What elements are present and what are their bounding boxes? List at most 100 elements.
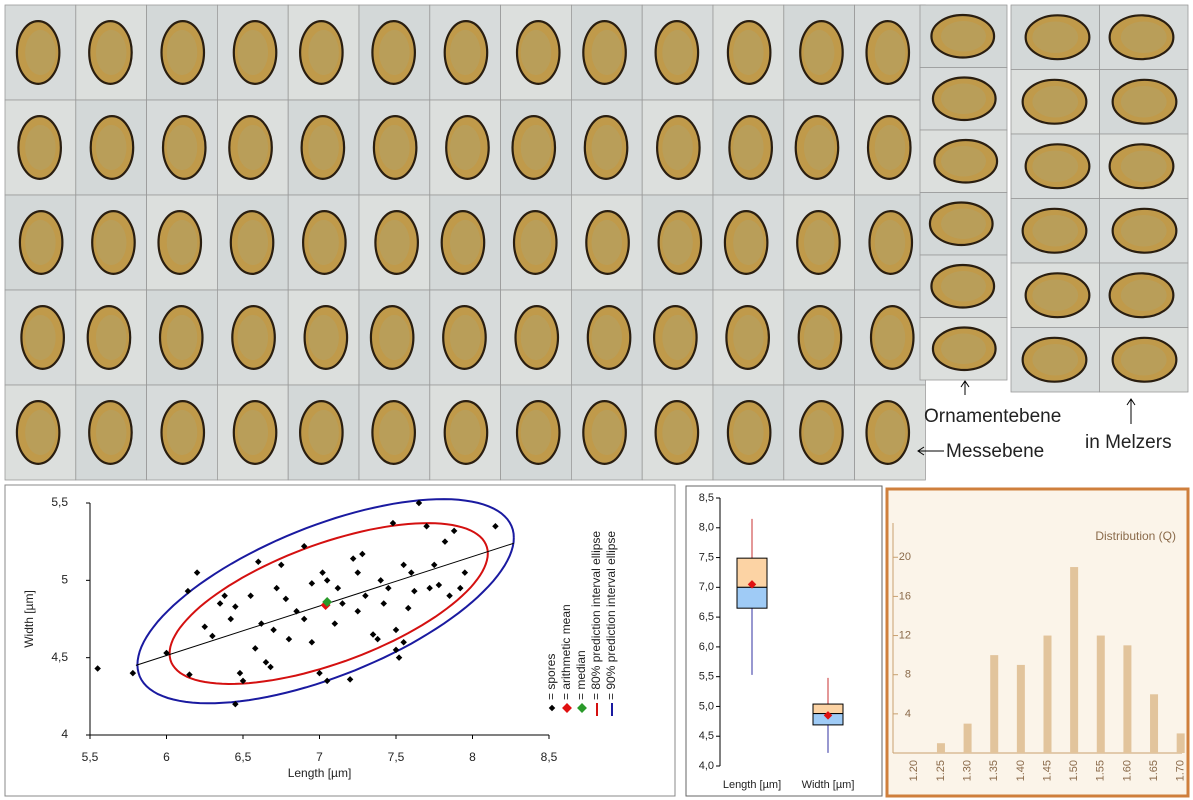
y-tick-label: 12 xyxy=(899,629,911,641)
spore-point xyxy=(435,581,443,589)
legend-label: = arithmetic mean xyxy=(559,604,573,700)
y-tick-label: 5,5 xyxy=(51,495,68,509)
x-tick-label: 6,5 xyxy=(235,750,252,764)
spore-inner xyxy=(874,219,906,266)
spore-inner xyxy=(237,124,269,171)
spore-point xyxy=(184,587,192,595)
x-tick-label: 1.35 xyxy=(988,760,1000,781)
spore-point xyxy=(163,649,170,657)
spore-point xyxy=(308,580,316,587)
spore-inner xyxy=(940,270,987,302)
spore-point xyxy=(267,663,274,671)
x-tick-label: 1.50 xyxy=(1068,760,1080,781)
spore-inner xyxy=(803,314,835,361)
spore-inner xyxy=(662,29,693,76)
spore-inner xyxy=(25,219,56,266)
spore-inner xyxy=(379,219,410,266)
bar xyxy=(1016,664,1025,753)
spore-inner xyxy=(940,145,987,177)
spore-inner xyxy=(803,124,835,171)
spore-inner xyxy=(95,314,127,361)
spore-inner xyxy=(25,29,56,76)
spore-inner xyxy=(874,409,906,456)
spore-inner xyxy=(166,409,198,456)
x-tick-label: Width [µm] xyxy=(802,779,855,791)
y-tick-label: 8 xyxy=(905,669,911,681)
spore-point xyxy=(374,635,381,643)
scatter-frame xyxy=(4,484,676,797)
spore-inner xyxy=(662,409,693,456)
spore-inner xyxy=(379,29,410,76)
x-tick-label: 1.25 xyxy=(935,760,947,781)
spore-point xyxy=(251,645,259,652)
spore-point xyxy=(216,600,224,607)
spore-point xyxy=(94,665,101,672)
y-tick-label: 16 xyxy=(899,590,911,602)
x-tick-label: Length [µm] xyxy=(723,779,781,791)
spore-inner xyxy=(379,409,410,456)
spore-point xyxy=(346,676,354,683)
legend-label: = 90% prediction interval ellipse xyxy=(604,531,618,700)
legend-marker xyxy=(577,703,587,713)
spore-inner xyxy=(25,124,56,171)
legend-label: = median xyxy=(574,650,588,700)
y-tick-label: 6,0 xyxy=(699,641,714,653)
spore-inner xyxy=(940,83,987,115)
spore-inner xyxy=(520,314,552,361)
legend-marker xyxy=(562,703,572,713)
spore-inner xyxy=(662,124,693,171)
spore-point xyxy=(221,592,228,600)
spore-inner xyxy=(308,314,339,361)
spore-inner xyxy=(520,219,552,266)
spore-point xyxy=(201,623,209,630)
mean-point xyxy=(747,580,757,589)
spore-inner xyxy=(449,29,481,76)
spore-inner xyxy=(308,124,339,171)
spore-point xyxy=(430,561,438,569)
spore-inner xyxy=(520,124,552,171)
spore-point xyxy=(323,677,331,685)
spore-point xyxy=(369,631,377,638)
spore-point xyxy=(308,638,316,646)
lower-box xyxy=(736,586,768,609)
x-tick-label: 1.55 xyxy=(1095,760,1107,781)
spore-inner xyxy=(520,409,552,456)
x-tick-label: 1.20 xyxy=(908,760,920,781)
spore-point xyxy=(392,646,400,654)
spore-inner xyxy=(1032,343,1079,376)
spore-inner xyxy=(237,29,269,76)
spore-point xyxy=(354,569,362,576)
spore-point xyxy=(339,600,346,607)
spore-point xyxy=(258,620,265,627)
spore-point xyxy=(423,522,430,530)
spore-inner xyxy=(95,124,127,171)
x-axis-label: Length [µm] xyxy=(288,766,352,780)
spore-inner xyxy=(733,29,764,76)
spore-inner xyxy=(733,409,764,456)
spore-inner xyxy=(166,29,198,76)
spore-inner xyxy=(166,124,198,171)
statistic-point xyxy=(322,597,333,607)
mean-point xyxy=(823,711,833,720)
spore-inner xyxy=(379,314,410,361)
spore-point xyxy=(300,615,308,623)
spore-point xyxy=(232,700,239,708)
legend-marker xyxy=(548,704,556,712)
spore-point xyxy=(411,587,418,595)
y-tick-label: 6,5 xyxy=(699,611,714,623)
y-tick-label: 4,5 xyxy=(51,650,68,664)
spore-inner xyxy=(25,314,56,361)
spore-inner xyxy=(1120,150,1167,183)
y-tick-label: 5,0 xyxy=(699,700,714,712)
y-tick-label: 8,0 xyxy=(699,522,714,534)
spore-inner xyxy=(95,29,127,76)
spore-inner xyxy=(237,409,269,456)
x-tick-label: 1.65 xyxy=(1148,760,1160,781)
x-tick-label: 1.70 xyxy=(1175,760,1187,781)
bar xyxy=(1150,694,1159,753)
spore-point xyxy=(239,677,247,685)
x-tick-label: 1.45 xyxy=(1041,760,1053,781)
spore-inner xyxy=(591,124,623,171)
x-tick-label: 7 xyxy=(316,750,323,764)
